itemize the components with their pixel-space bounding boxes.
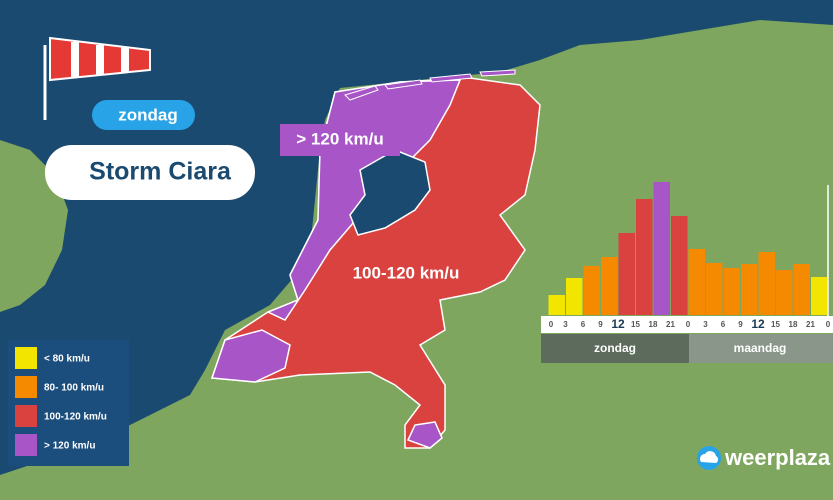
bar xyxy=(723,268,740,315)
hour-row xyxy=(541,316,833,333)
x-tick-label: 0 xyxy=(549,320,554,329)
ijsselmeer xyxy=(349,149,431,236)
x-tick-label: 0 xyxy=(686,320,691,329)
bar xyxy=(636,199,653,315)
legend-label: 80- 100 km/u xyxy=(44,383,104,394)
x-tick-label: 12 xyxy=(611,317,625,331)
x-tick-label: 9 xyxy=(598,320,603,329)
x-tick-label: 12 xyxy=(751,317,765,331)
label-box xyxy=(280,124,400,156)
legend-swatch xyxy=(15,434,37,456)
x-tick-label: 18 xyxy=(789,320,798,329)
bar xyxy=(706,263,723,315)
x-tick-label: 18 xyxy=(649,320,658,329)
day-pill xyxy=(92,100,195,130)
limburg-purple xyxy=(406,421,443,449)
x-tick-label: 15 xyxy=(771,320,780,329)
day-band xyxy=(541,334,689,363)
bar xyxy=(758,252,775,315)
x-tick-label: 15 xyxy=(631,320,640,329)
bar xyxy=(548,295,565,315)
logo-cloud xyxy=(700,451,719,463)
x-tick-label: 3 xyxy=(703,320,708,329)
legend-label: 100-120 km/u xyxy=(44,412,107,423)
logo-text: weerplaza xyxy=(724,445,831,470)
bar xyxy=(793,264,810,315)
wadden xyxy=(344,69,516,101)
day-label: maandag xyxy=(734,341,787,355)
bar xyxy=(776,270,793,315)
bar xyxy=(618,233,635,315)
title-pill xyxy=(45,145,255,200)
bar xyxy=(671,216,688,315)
x-tick-label: 21 xyxy=(666,320,675,329)
windsock-stripes xyxy=(71,42,129,78)
bar xyxy=(583,266,600,315)
bar xyxy=(601,257,618,315)
zeeland-purple xyxy=(210,329,291,383)
legend-swatch xyxy=(15,405,37,427)
map-label: 100-120 km/u xyxy=(353,263,460,282)
day-label: zondag xyxy=(118,105,178,124)
bar xyxy=(566,278,583,315)
legend-items: < 80 km/u 80- 100 km/u 100-120 km/u > 120 k… xyxy=(15,347,107,456)
x-tick-label: 3 xyxy=(563,320,568,329)
x-tick-label: 6 xyxy=(721,320,726,329)
label-box xyxy=(335,258,477,290)
sea xyxy=(0,0,833,475)
x-tick-label: 0 xyxy=(826,320,831,329)
legend-swatch xyxy=(15,347,37,369)
legend-swatch xyxy=(15,376,37,398)
x-tick-label: 21 xyxy=(806,320,815,329)
legend-label: < 80 km/u xyxy=(44,354,90,365)
map-label: > 120 km/u xyxy=(296,129,383,148)
title: Storm Ciara xyxy=(89,158,232,186)
bar xyxy=(741,264,758,315)
bar xyxy=(653,182,670,315)
day-band xyxy=(690,334,833,363)
x-tick-label: 6 xyxy=(581,320,586,329)
day-label: zondag xyxy=(594,341,636,355)
legend-label: > 120 km/u xyxy=(44,441,95,452)
bar xyxy=(688,249,705,315)
bar xyxy=(811,277,828,315)
x-tick-label: 9 xyxy=(738,320,743,329)
